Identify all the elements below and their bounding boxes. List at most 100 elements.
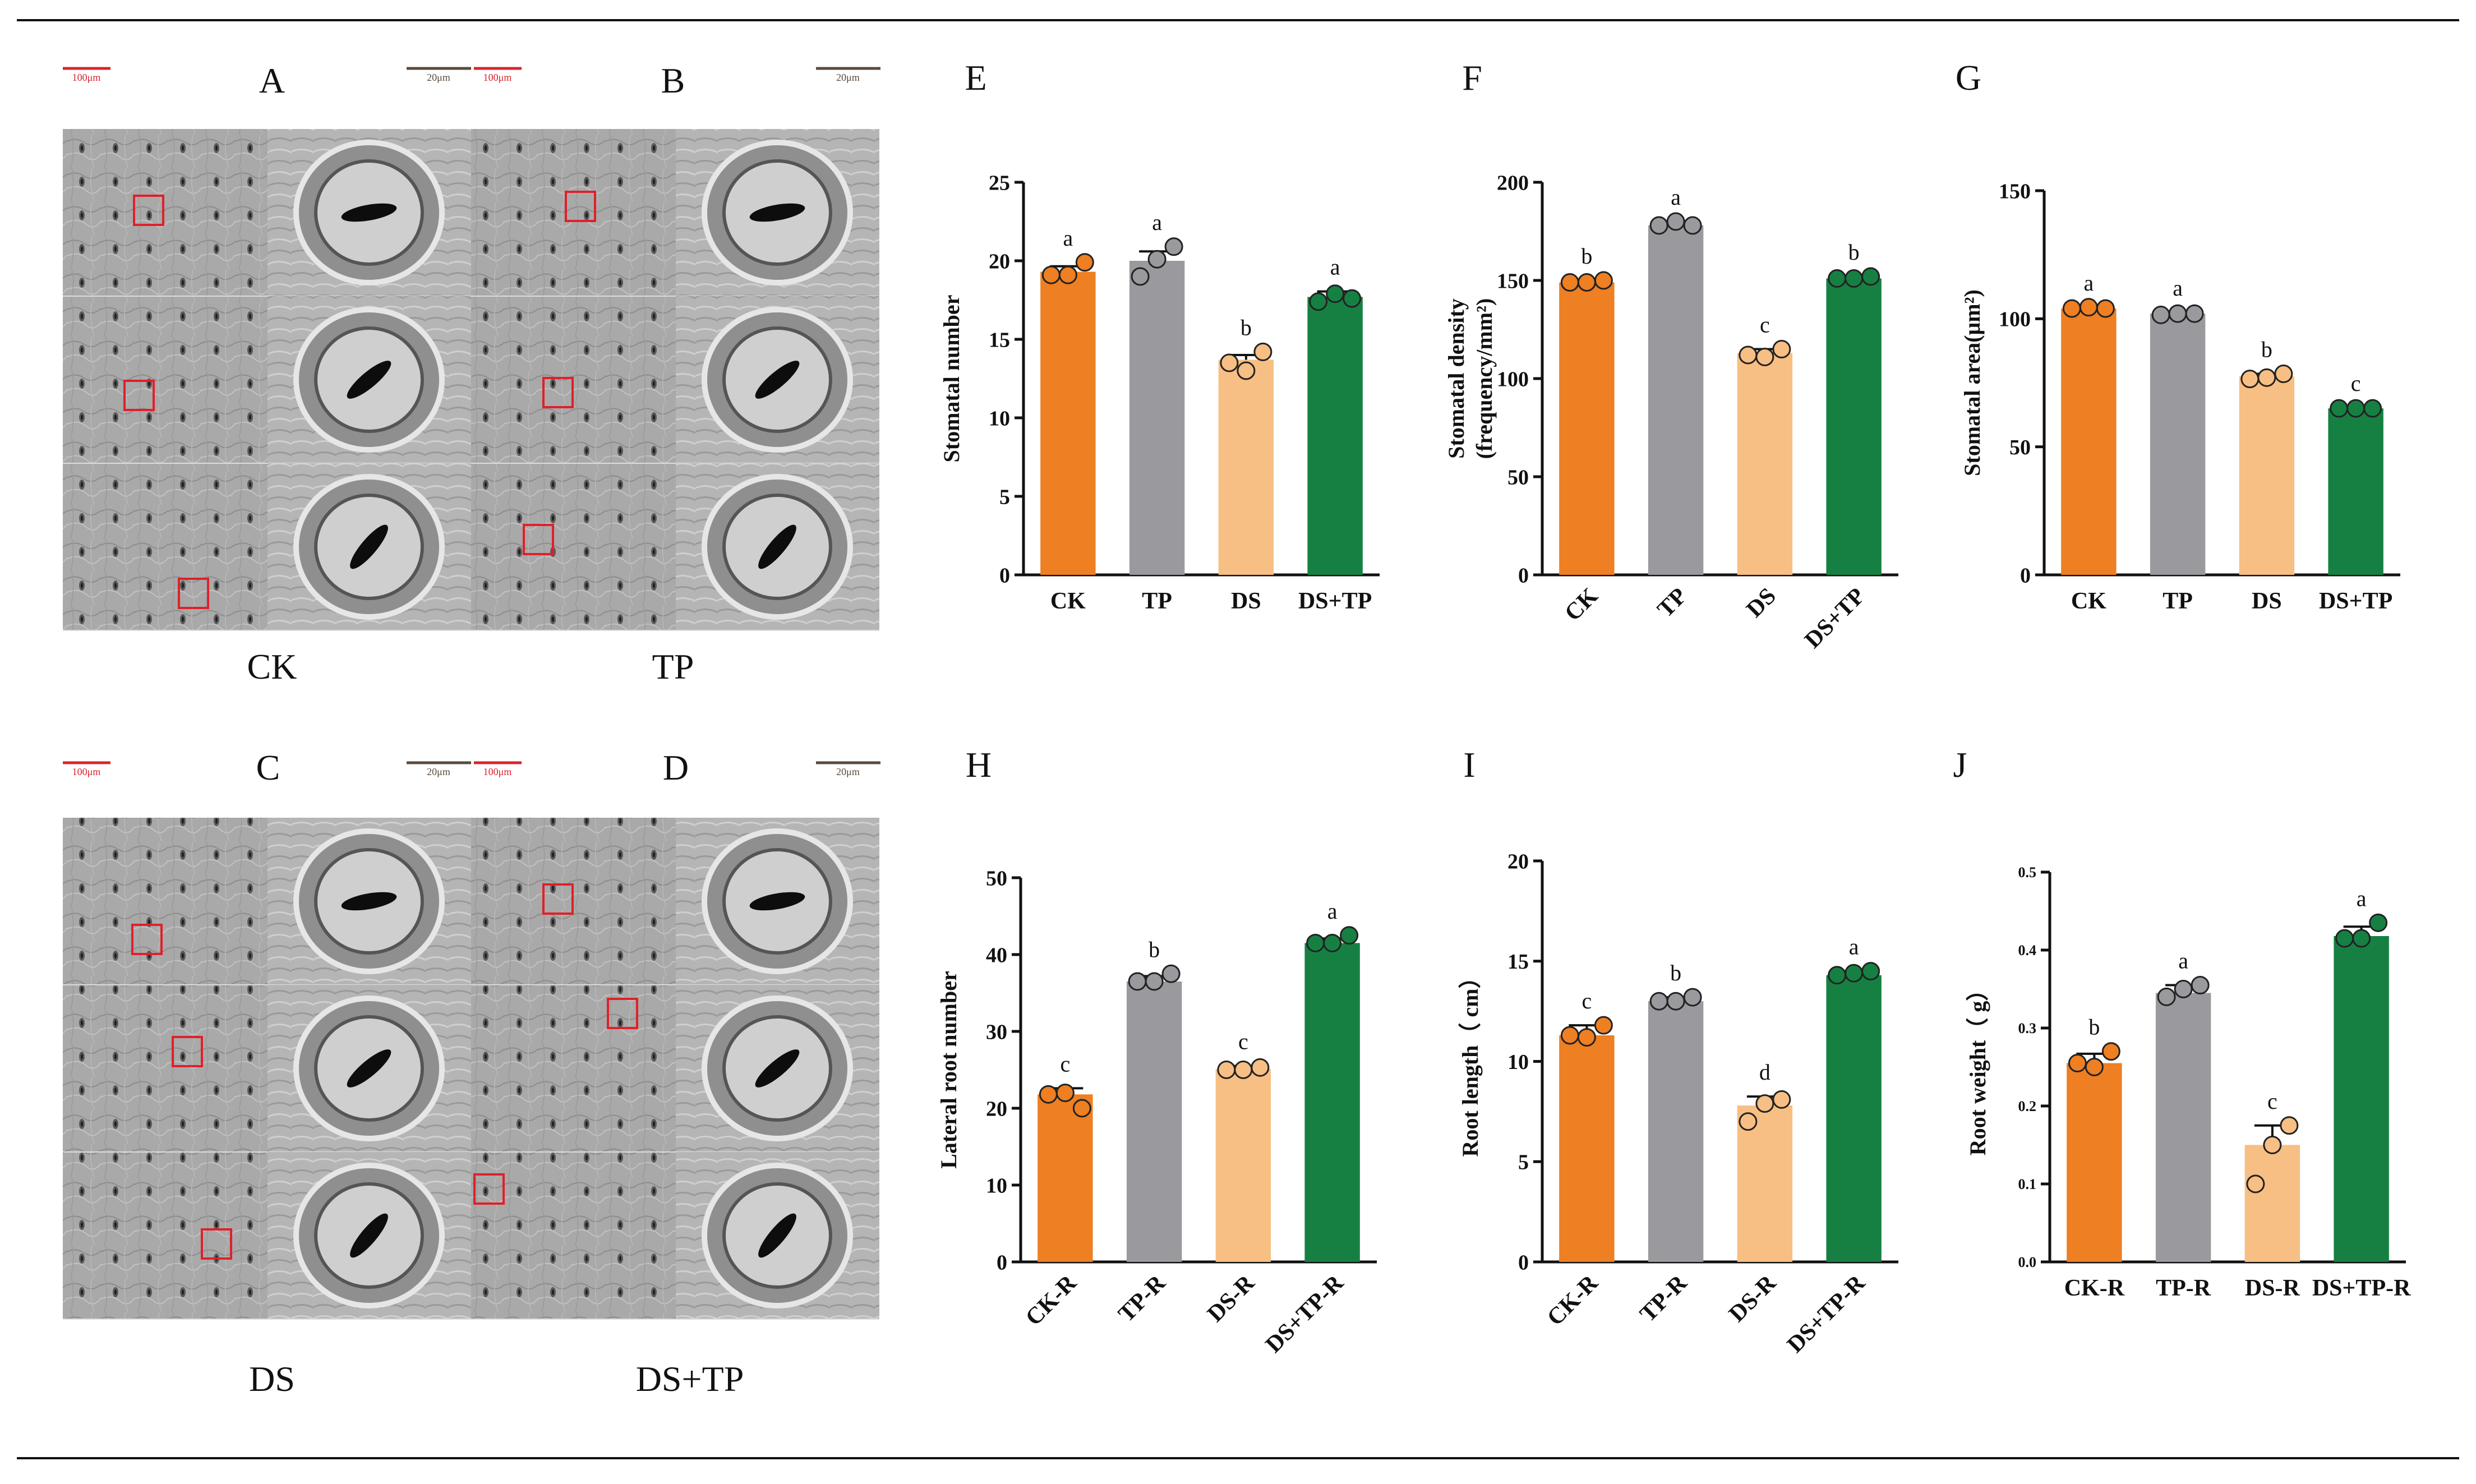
chart-I: I 0 5 10 15 20 Root length（ cm） c CK-R b TP-R d DS-R… [1458, 745, 1898, 1358]
data-point [1128, 972, 1147, 991]
data-point [1131, 267, 1150, 286]
data-point [1666, 992, 1685, 1011]
region-marker-box [201, 1228, 232, 1260]
x-tick-label: DS-R [1202, 1270, 1260, 1327]
data-point [2168, 304, 2187, 323]
bar-ck-r [2067, 1063, 2122, 1262]
data-point [1828, 966, 1847, 985]
bar-ds [1737, 353, 1793, 575]
data-point [1861, 267, 1880, 286]
y-tick-label: 50 [2009, 436, 2031, 459]
data-point [1145, 972, 1164, 991]
bar-charts: E 0 5 10 15 20 25 Stomatal number a CK a TP b DS a DS+T… [936, 58, 2411, 1358]
y-tick-label: 15 [1507, 950, 1529, 974]
chart-J: J 0.0 0.1 0.2 0.3 0.4 0.5 Root weight（ g） b CK-R a… [1953, 745, 2412, 1301]
bar-tp [1129, 261, 1185, 575]
significance-letter: b [1241, 315, 1252, 340]
x-tick-label: CK-R [2064, 1275, 2125, 1301]
bar-tp [1648, 225, 1704, 575]
stomatal-pore [347, 1049, 391, 1087]
x-tick-label: TP [2163, 588, 2193, 614]
data-point [2157, 987, 2176, 1006]
region-marker-box [123, 380, 155, 411]
data-point [1861, 962, 1880, 981]
region-marker-box [133, 195, 164, 226]
data-point [1755, 1094, 1774, 1113]
data-point [2335, 929, 2354, 948]
y-tick-label: 0 [1518, 1251, 1529, 1274]
significance-letter: b [1848, 239, 1860, 265]
y-tick-label: 10 [1507, 1050, 1529, 1074]
data-point [1253, 342, 1272, 361]
x-tick-label: TP-R [1635, 1270, 1692, 1327]
data-point [1306, 933, 1325, 952]
x-tick-label: DS+TP-R [2312, 1275, 2411, 1301]
data-point [2174, 980, 2193, 998]
chart-H: H 0 10 20 30 40 50 Lateral root number c CK-R b TP-… [936, 745, 1377, 1358]
stomatal-pore [749, 203, 805, 222]
data-point [1237, 361, 1256, 380]
scale-label-overview: 100μm [483, 766, 512, 777]
data-point [2263, 1136, 2282, 1154]
region-marker-box [542, 377, 574, 408]
scale-label-overview: 100μm [483, 72, 512, 83]
chart-F: F 0 50 100 150 200 Stomatal density (frequency/… [1444, 58, 1898, 653]
scale-label-zoom: 20μm [836, 766, 860, 777]
data-point [1217, 1061, 1236, 1079]
data-point [1075, 253, 1094, 272]
data-point [1772, 340, 1791, 358]
data-point [1594, 1016, 1613, 1035]
significance-letter: a [1330, 255, 1340, 280]
bar-ds [2239, 376, 2295, 575]
data-point [1251, 1058, 1270, 1077]
y-tick-label: 20 [986, 1097, 1007, 1121]
data-point [2363, 399, 2382, 418]
data-point [1039, 1085, 1058, 1104]
y-tick-label: 0 [999, 564, 1010, 587]
significance-letter: c [2267, 1089, 2277, 1114]
stomatal-pore [341, 892, 397, 911]
x-tick-label: CK [1050, 588, 1086, 614]
data-point [2185, 304, 2204, 323]
significance-letter: c [1760, 312, 1770, 338]
region-marker-box [131, 924, 163, 955]
data-point [1072, 1099, 1091, 1118]
panel-letter: F [1462, 58, 1482, 98]
data-point [1755, 348, 1774, 366]
bar-ck [1559, 282, 1615, 575]
data-point [1323, 933, 1342, 952]
data-point [1666, 212, 1685, 231]
bar-ds [1218, 360, 1274, 575]
y-tick-label: 0 [997, 1251, 1007, 1274]
micrograph-ds: 100μm 20μm C DS [63, 748, 471, 1399]
region-marker-box [565, 191, 596, 222]
significance-letter: b [2088, 1015, 2100, 1040]
stomatal-pore [749, 892, 805, 911]
x-tick-label: DS-R [2245, 1275, 2300, 1301]
x-tick-label: TP-R [2156, 1275, 2211, 1301]
data-point [1234, 1061, 1253, 1079]
bottom-rule [17, 1457, 2459, 1459]
chart-E: E 0 5 10 15 20 25 Stomatal number a CK a TP b DS a DS+T… [939, 58, 1380, 614]
bar-ck [2061, 308, 2117, 575]
data-point [2240, 370, 2260, 389]
region-marker-box [172, 1036, 203, 1067]
y-axis-label: Root weight（ g） [1965, 979, 1990, 1156]
data-point [1594, 271, 1613, 290]
stomatal-pore [350, 1213, 388, 1258]
significance-letter: c [1060, 1051, 1070, 1076]
data-point [1309, 292, 1328, 311]
data-point [1739, 1112, 1758, 1131]
data-point [1055, 1084, 1075, 1103]
data-point [2352, 929, 2371, 948]
data-point [1577, 1028, 1596, 1047]
data-point [1560, 1026, 1579, 1045]
significance-letter: b [1581, 243, 1592, 269]
panel-letter: I [1463, 745, 1475, 785]
x-tick-label: DS [1741, 583, 1781, 623]
y-tick-label: 0.0 [2018, 1254, 2037, 1270]
data-point [1326, 284, 1345, 303]
significance-letter: a [1152, 210, 1162, 235]
bar-dsplustp [2328, 408, 2383, 575]
